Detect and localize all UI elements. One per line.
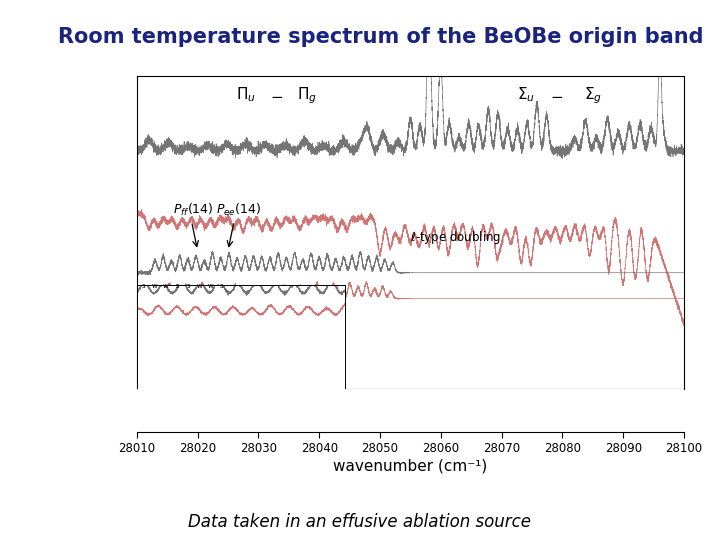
Text: $\Sigma_u$: $\Sigma_u$ — [517, 85, 535, 104]
Text: Data taken in an effusive ablation source: Data taken in an effusive ablation sourc… — [189, 513, 531, 531]
Text: $-$: $-$ — [270, 87, 283, 103]
Text: Room temperature spectrum of the BeOBe origin band: Room temperature spectrum of the BeOBe o… — [58, 27, 703, 47]
Text: $P_{ee}(14)$: $P_{ee}(14)$ — [216, 202, 261, 218]
Text: $P_{ff}(14)$: $P_{ff}(14)$ — [174, 202, 214, 218]
Text: $-$: $-$ — [550, 87, 563, 103]
X-axis label: wavenumber (cm⁻¹): wavenumber (cm⁻¹) — [333, 458, 487, 473]
Text: $\ell$-type doubling: $\ell$-type doubling — [410, 230, 502, 246]
Text: $\Pi_u$: $\Pi_u$ — [236, 85, 256, 104]
Text: $\Pi_g$: $\Pi_g$ — [297, 86, 317, 106]
Text: $\Sigma_g$: $\Sigma_g$ — [584, 86, 602, 106]
